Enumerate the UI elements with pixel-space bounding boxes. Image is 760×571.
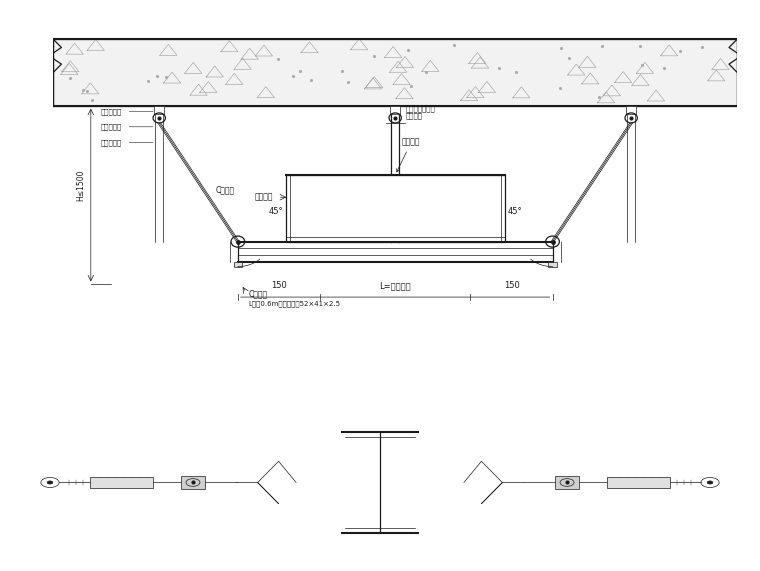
Bar — [53, 39, 737, 106]
Text: C型钉柱: C型钉柱 — [216, 186, 235, 195]
Point — [368, 51, 380, 60]
Point — [448, 40, 461, 49]
Point — [294, 67, 306, 76]
Point — [272, 55, 284, 64]
Point — [232, 237, 244, 246]
Point — [342, 77, 354, 86]
Bar — [549, 262, 556, 267]
Text: 150: 150 — [504, 282, 519, 291]
Circle shape — [708, 481, 713, 484]
Point — [187, 478, 199, 487]
Point — [510, 67, 522, 76]
Text: L=检查宽度: L=检查宽度 — [379, 282, 411, 291]
Point — [81, 86, 93, 95]
Point — [554, 83, 566, 93]
Point — [561, 478, 573, 487]
Point — [78, 85, 90, 94]
Bar — [555, 476, 579, 489]
Point — [64, 73, 76, 82]
Bar — [90, 477, 153, 488]
Circle shape — [47, 481, 52, 484]
Text: 全罗股销丁: 全罗股销丁 — [100, 139, 122, 146]
Point — [389, 114, 401, 123]
Point — [593, 93, 605, 102]
Text: H≤1500: H≤1500 — [76, 169, 85, 200]
Bar — [234, 262, 242, 267]
Text: 上层面内蛆馆木: 上层面内蛆馆木 — [406, 105, 435, 112]
Text: 抗震连接件: 抗震连接件 — [100, 123, 122, 130]
Bar — [607, 477, 670, 488]
Point — [634, 42, 646, 51]
Point — [556, 43, 568, 53]
Bar — [154, 106, 164, 114]
Point — [636, 61, 648, 70]
Point — [287, 71, 299, 80]
Point — [402, 45, 414, 54]
Point — [563, 54, 575, 63]
Point — [658, 63, 670, 73]
Point — [492, 63, 505, 73]
Text: L不剤0.6m时平小屢㗄52×41×2.5: L不剤0.6m时平小屢㗄52×41×2.5 — [248, 300, 340, 307]
Text: C型钉柱: C型钉柱 — [248, 290, 268, 299]
Text: 150: 150 — [271, 282, 287, 291]
Point — [546, 237, 559, 246]
Point — [336, 67, 348, 76]
Point — [141, 77, 154, 86]
Point — [596, 42, 608, 51]
Point — [86, 96, 98, 105]
Point — [150, 72, 163, 81]
Text: 现有载重: 现有载重 — [255, 193, 274, 202]
Point — [160, 72, 173, 81]
Bar — [286, 175, 505, 242]
Text: 45°: 45° — [268, 207, 283, 216]
Point — [696, 42, 708, 51]
Bar — [626, 106, 636, 114]
Text: 电缆桠架: 电缆桠架 — [397, 138, 420, 172]
Text: 加劲装置: 加劲装置 — [406, 112, 423, 119]
Bar — [181, 476, 205, 489]
Text: 层底沉头板: 层底沉头板 — [100, 108, 122, 115]
Point — [153, 114, 166, 123]
Point — [420, 67, 432, 77]
Point — [625, 114, 637, 123]
Text: 45°: 45° — [508, 207, 522, 216]
Point — [673, 46, 686, 55]
Point — [306, 76, 318, 85]
Bar — [391, 106, 400, 114]
Point — [405, 81, 417, 90]
